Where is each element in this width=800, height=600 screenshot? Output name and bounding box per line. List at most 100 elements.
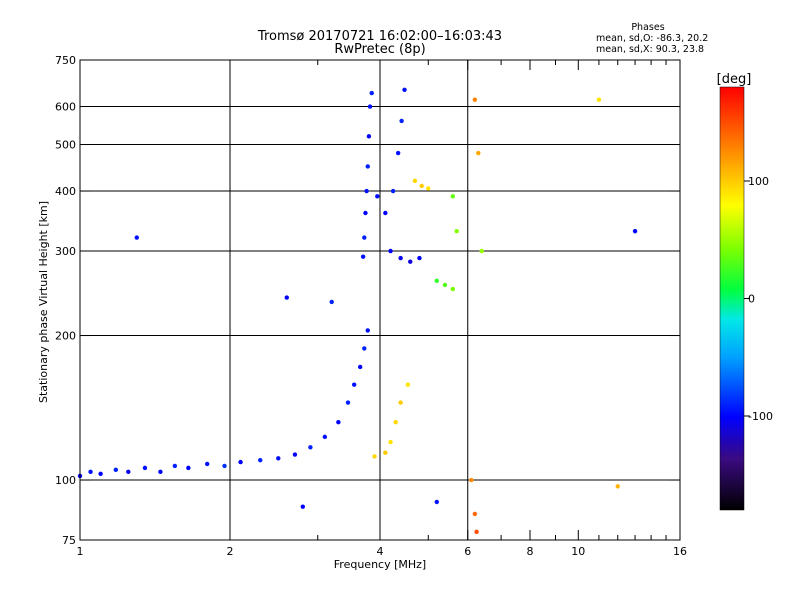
data-point	[172, 463, 178, 469]
data-point	[390, 188, 396, 194]
data-point	[134, 235, 139, 240]
data-point	[365, 328, 370, 333]
data-point	[329, 299, 334, 305]
data-point	[284, 295, 289, 300]
data-point	[186, 465, 191, 471]
data-point	[292, 452, 298, 457]
y-tick-label: 600	[55, 101, 76, 114]
data-point	[402, 87, 407, 93]
y-tick-label: 75	[62, 534, 76, 547]
data-point	[98, 471, 103, 477]
data-point	[450, 194, 456, 199]
x-tick-label: 2	[227, 545, 234, 558]
data-point	[632, 228, 638, 234]
x-axis-ticks: 1 2 4 6 8 10 16	[77, 60, 687, 558]
data-point	[362, 346, 367, 351]
data-point	[398, 255, 403, 261]
colorbar-tick-label: 100	[748, 175, 769, 188]
data-point	[469, 477, 474, 483]
data-point	[345, 400, 351, 405]
data-point	[372, 454, 377, 459]
data-point	[388, 439, 393, 445]
data-point	[426, 186, 431, 191]
data-point	[142, 465, 148, 471]
data-point	[204, 461, 210, 467]
colorbar-tick-label: 0	[748, 293, 755, 306]
data-point	[364, 188, 369, 194]
data-point	[322, 434, 328, 440]
colorbar	[719, 86, 745, 511]
data-point	[399, 118, 404, 124]
data-point	[472, 97, 478, 102]
data-point	[375, 194, 380, 199]
data-point	[158, 469, 163, 475]
data-point	[408, 259, 413, 264]
data-point	[383, 210, 388, 216]
data-point	[367, 104, 373, 109]
data-point	[258, 457, 263, 463]
data-point	[113, 467, 119, 473]
y-tick-label: 500	[55, 139, 76, 152]
data-point	[383, 450, 388, 455]
data-point	[472, 511, 478, 517]
data-point	[395, 150, 401, 156]
data-point	[476, 150, 481, 156]
phases-header: Phases	[631, 22, 664, 33]
data-point	[479, 248, 484, 254]
chart-title: Tromsø 20170721 16:02:00–16:03:43	[257, 29, 502, 44]
colorbar-ticks: 100 0 -100	[744, 175, 773, 423]
x-tick-label: 1	[77, 545, 84, 558]
data-point	[417, 255, 422, 261]
x-axis-label: Frequency [MHz]	[334, 558, 426, 571]
phases-x-stats: mean, sd,X: 90.3, 23.8	[596, 44, 704, 55]
data-point	[615, 484, 620, 489]
grid	[80, 60, 680, 540]
data-point	[222, 463, 227, 469]
y-axis-label: Stationary phase Virtual Height [km]	[37, 201, 50, 403]
phases-o-stats: mean, sd,O: -86.3, 20.2	[596, 33, 708, 44]
y-tick-label: 300	[55, 245, 76, 258]
y-tick-label: 100	[55, 474, 76, 487]
data-point	[300, 504, 306, 509]
colorbar-label: [deg]	[717, 72, 752, 87]
data-points	[77, 87, 638, 535]
data-point	[362, 235, 367, 240]
data-point	[336, 419, 341, 425]
x-tick-label: 16	[673, 545, 687, 558]
y-tick-label: 200	[55, 330, 76, 343]
data-point	[405, 382, 411, 387]
y-tick-label: 400	[55, 185, 76, 198]
data-point	[357, 364, 363, 370]
data-point	[360, 254, 366, 259]
data-point	[365, 164, 370, 169]
x-tick-label: 6	[464, 545, 471, 558]
x-tick-label: 10	[571, 545, 585, 558]
data-point	[474, 529, 479, 535]
data-point	[388, 248, 393, 254]
y-tick-label: 750	[55, 54, 76, 67]
x-tick-label: 8	[527, 545, 534, 558]
data-point	[442, 282, 448, 288]
data-point	[276, 456, 281, 461]
data-point	[126, 469, 131, 475]
data-point	[238, 459, 243, 465]
chart-subtitle: RwPretec (8p)	[334, 42, 425, 57]
data-point	[434, 499, 439, 505]
x-tick-label: 4	[377, 545, 384, 558]
data-point	[450, 286, 456, 292]
data-point	[419, 183, 424, 189]
y-axis-ticks: 75 100 200 300 400 500 600 750	[55, 54, 680, 547]
data-point	[596, 97, 602, 102]
plot-frame	[79, 59, 681, 541]
data-point	[434, 278, 439, 284]
data-point	[366, 134, 372, 139]
data-point	[308, 445, 313, 450]
data-point	[351, 382, 357, 387]
data-point	[393, 419, 398, 425]
colorbar-tick-label: -100	[748, 410, 773, 423]
data-point	[88, 469, 93, 475]
data-point	[369, 90, 374, 96]
data-point	[363, 210, 368, 216]
data-point	[412, 178, 418, 184]
